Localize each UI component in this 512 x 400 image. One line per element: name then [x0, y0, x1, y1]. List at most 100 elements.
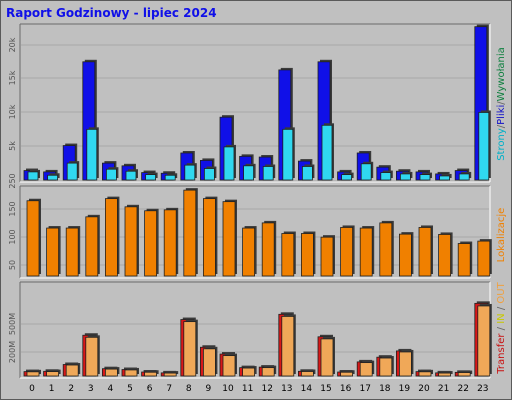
- hour-label: 19: [399, 384, 411, 394]
- out-bar: [26, 369, 41, 377]
- sites-bar: [340, 225, 355, 277]
- bar-body: [124, 369, 138, 377]
- bar-body: [183, 189, 197, 277]
- report-title: Raport Godzinowy - lipiec 2024: [6, 6, 217, 20]
- bar-body: [261, 222, 275, 277]
- legend-item: /: [496, 124, 507, 128]
- pages-bar: [106, 167, 119, 181]
- out-bar: [124, 367, 139, 377]
- hour-label: 22: [457, 384, 468, 394]
- bar-body: [202, 348, 216, 377]
- bar-body: [222, 355, 236, 377]
- pages-bar: [439, 173, 452, 181]
- hour-label: 8: [186, 384, 192, 394]
- out-bar: [222, 353, 237, 377]
- bar-body: [262, 166, 274, 181]
- bar-body: [379, 357, 393, 377]
- hour-label: 5: [127, 384, 133, 394]
- bar-body: [340, 371, 354, 377]
- y-tick-label: 5k: [8, 141, 17, 151]
- y-tick-label: 50: [8, 260, 17, 270]
- pages-bar: [360, 161, 374, 181]
- pages-bar: [125, 169, 138, 181]
- bar-body: [144, 210, 158, 277]
- pages-bar: [419, 172, 432, 181]
- out-bar: [398, 349, 414, 377]
- hour-label: 6: [147, 384, 153, 394]
- out-bar: [300, 369, 316, 377]
- bar-body: [46, 371, 59, 377]
- sites-bar: [242, 226, 257, 277]
- bar-body: [65, 364, 79, 377]
- bar-body: [163, 372, 177, 377]
- bar-body: [398, 233, 412, 277]
- sites-bar: [124, 204, 139, 277]
- hour-label: 17: [359, 384, 370, 394]
- sites-bar: [320, 235, 335, 277]
- pages-bar: [47, 173, 60, 181]
- hour-label: 23: [477, 384, 488, 394]
- pages-bar: [458, 171, 472, 181]
- sites-bar: [85, 214, 100, 277]
- pages-bar: [262, 164, 276, 181]
- bar-body: [243, 165, 255, 181]
- pages-bar: [223, 144, 236, 181]
- hour-label: 14: [301, 384, 313, 394]
- bar-body: [202, 198, 216, 277]
- out-bar: [359, 360, 375, 377]
- bar-body: [145, 174, 157, 181]
- bar-body: [320, 338, 334, 377]
- hour-label: 0: [29, 384, 35, 394]
- bar-body: [457, 243, 471, 277]
- bar-body: [281, 233, 295, 277]
- bar-body: [27, 171, 39, 181]
- bar-body: [66, 162, 78, 181]
- pages-bar: [66, 161, 80, 181]
- bar-body: [340, 227, 354, 277]
- pages-bar: [145, 172, 158, 181]
- bar-body: [359, 227, 373, 277]
- y-tick-label: 100: [8, 229, 17, 244]
- y-tick-label: 250: [8, 173, 17, 188]
- sites-bar: [261, 220, 277, 277]
- legend-item: /: [496, 304, 507, 314]
- pages-bar: [27, 169, 40, 181]
- out-bar: [340, 370, 355, 377]
- bar-body: [341, 174, 353, 181]
- bar-body: [242, 227, 256, 277]
- bar-body: [458, 173, 470, 181]
- bar-body: [320, 236, 334, 277]
- bar-body: [457, 372, 471, 377]
- sites-bar: [144, 208, 159, 277]
- out-bar: [438, 371, 453, 377]
- hour-label: 11: [242, 384, 253, 394]
- bar-body: [47, 174, 58, 181]
- sites-bar: [26, 198, 41, 277]
- bar-body: [222, 201, 236, 277]
- legend-bottom: Transfer / IN / OUT: [496, 281, 507, 374]
- out-bar: [144, 370, 159, 377]
- hour-label: 12: [261, 384, 272, 394]
- legend-item: IN: [496, 313, 507, 323]
- hour-label: 2: [68, 384, 74, 394]
- sites-bar: [202, 196, 218, 277]
- pages-bar: [203, 166, 217, 181]
- pages-bar: [301, 164, 315, 181]
- bar-body: [242, 367, 256, 377]
- bar-shadow: [166, 371, 179, 374]
- sites-bar: [183, 188, 198, 277]
- out-bar: [105, 367, 120, 377]
- bar-body: [477, 240, 491, 277]
- bar-body: [321, 124, 333, 181]
- legend-item: Wywołania: [496, 47, 507, 101]
- pages-bar: [184, 163, 197, 181]
- out-bar: [281, 314, 296, 377]
- bar-body: [419, 174, 431, 181]
- bar-body: [144, 371, 158, 377]
- legend-item: Pliki: [496, 105, 507, 125]
- hour-label: 21: [438, 384, 449, 394]
- out-bar: [242, 366, 257, 377]
- hour-label: 4: [108, 384, 114, 394]
- sites-bar: [281, 231, 296, 277]
- out-bar: [163, 371, 179, 377]
